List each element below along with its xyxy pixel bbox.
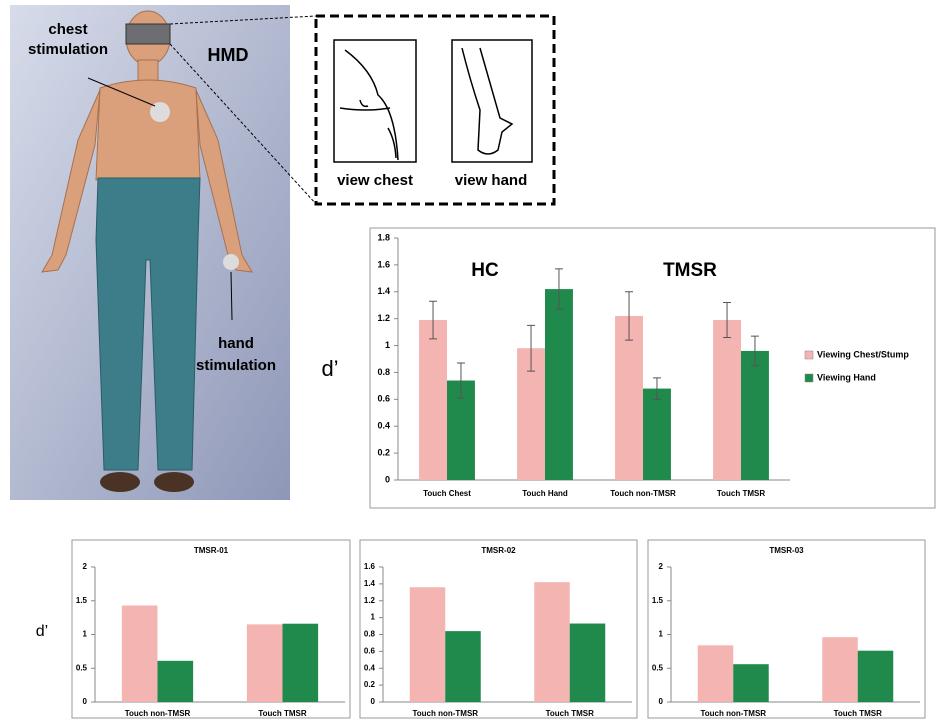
y-tick-label: 0 <box>385 474 390 484</box>
x-tick-label: Touch TMSR <box>258 709 307 718</box>
y-tick-label: 1 <box>371 613 376 622</box>
bar <box>122 605 158 702</box>
view-frame <box>334 40 416 162</box>
y-tick-label: 1 <box>385 340 390 350</box>
y-tick-label: 1 <box>83 630 88 639</box>
bar <box>570 624 605 702</box>
bar <box>858 651 893 702</box>
bar <box>741 351 769 480</box>
y-tick-label: 0.4 <box>377 421 390 431</box>
y-tick-label: 1.2 <box>364 596 376 605</box>
bar <box>822 637 857 702</box>
x-tick-label: Touch non-TMSR <box>412 709 478 718</box>
y-tick-label: 1.5 <box>652 596 664 605</box>
y-tick-label: 1.4 <box>377 286 390 296</box>
label: view hand <box>455 172 528 189</box>
x-tick-label: Touch Chest <box>423 489 471 498</box>
y-axis-label: d’ <box>36 623 48 640</box>
x-tick-label: Touch TMSR <box>546 709 595 718</box>
y-tick-label: 0.8 <box>364 630 376 639</box>
y-tick-label: 1.4 <box>364 579 376 588</box>
bar <box>713 320 741 480</box>
y-tick-label: 0.5 <box>652 663 664 672</box>
x-tick-label: Touch TMSR <box>717 489 766 498</box>
x-tick-label: Touch non-TMSR <box>610 489 676 498</box>
bar <box>643 389 671 480</box>
bar <box>534 582 569 702</box>
x-tick-label: Touch non-TMSR <box>125 709 191 718</box>
y-tick-label: 0.6 <box>364 646 376 655</box>
legend-swatch <box>805 374 813 382</box>
bar <box>419 320 447 480</box>
annotation: HC <box>471 260 499 281</box>
y-tick-label: 0.6 <box>377 394 390 404</box>
y-tick-label: 0.5 <box>76 663 88 672</box>
y-tick-label: 0.2 <box>377 447 390 457</box>
x-tick-label: Touch non-TMSR <box>700 709 766 718</box>
bar <box>283 624 319 702</box>
figure: chest stimulation HMD hand stimulation v… <box>0 0 936 724</box>
legend-label: Viewing Hand <box>817 372 876 382</box>
illustration: chest stimulation HMD hand stimulation <box>10 5 316 500</box>
label: stimulation <box>196 357 276 374</box>
legend-label: Viewing Chest/Stump <box>817 349 909 359</box>
annotation: TMSR <box>663 260 717 281</box>
label: view chest <box>337 172 413 189</box>
chart-title: TMSR-03 <box>769 546 804 555</box>
y-tick-label: 2 <box>83 562 88 571</box>
hmd-device <box>126 24 170 44</box>
chart-title: TMSR-01 <box>194 546 229 555</box>
x-tick-label: Touch Hand <box>522 489 568 498</box>
y-tick-label: 1.6 <box>364 562 376 571</box>
y-tick-label: 1.2 <box>377 313 390 323</box>
y-tick-label: 2 <box>659 562 664 571</box>
bar <box>545 289 573 480</box>
view-panel: view chest view hand <box>316 16 554 204</box>
y-tick-label: 0.4 <box>364 663 376 672</box>
x-tick-label: Touch TMSR <box>834 709 883 718</box>
chart-title: TMSR-02 <box>481 546 516 555</box>
bar <box>445 631 480 702</box>
bar <box>247 624 283 702</box>
y-tick-label: 1.8 <box>377 232 390 242</box>
label: HMD <box>208 45 249 65</box>
label: stimulation <box>28 41 108 58</box>
y-tick-label: 0 <box>659 697 664 706</box>
y-tick-label: 0 <box>371 697 376 706</box>
y-tick-label: 1.5 <box>76 596 88 605</box>
bar <box>158 661 194 702</box>
y-tick-label: 0 <box>83 697 88 706</box>
hand-stimulus <box>223 254 239 270</box>
bar <box>698 645 733 702</box>
y-tick-label: 0.8 <box>377 367 390 377</box>
y-axis-label: d’ <box>321 356 338 381</box>
label: hand <box>218 335 254 352</box>
y-tick-label: 1.6 <box>377 259 390 269</box>
bar <box>733 664 768 702</box>
legend-swatch <box>805 351 813 359</box>
bar <box>410 587 445 702</box>
label: chest <box>48 21 87 38</box>
y-tick-label: 1 <box>659 630 664 639</box>
y-tick-label: 0.2 <box>364 680 376 689</box>
